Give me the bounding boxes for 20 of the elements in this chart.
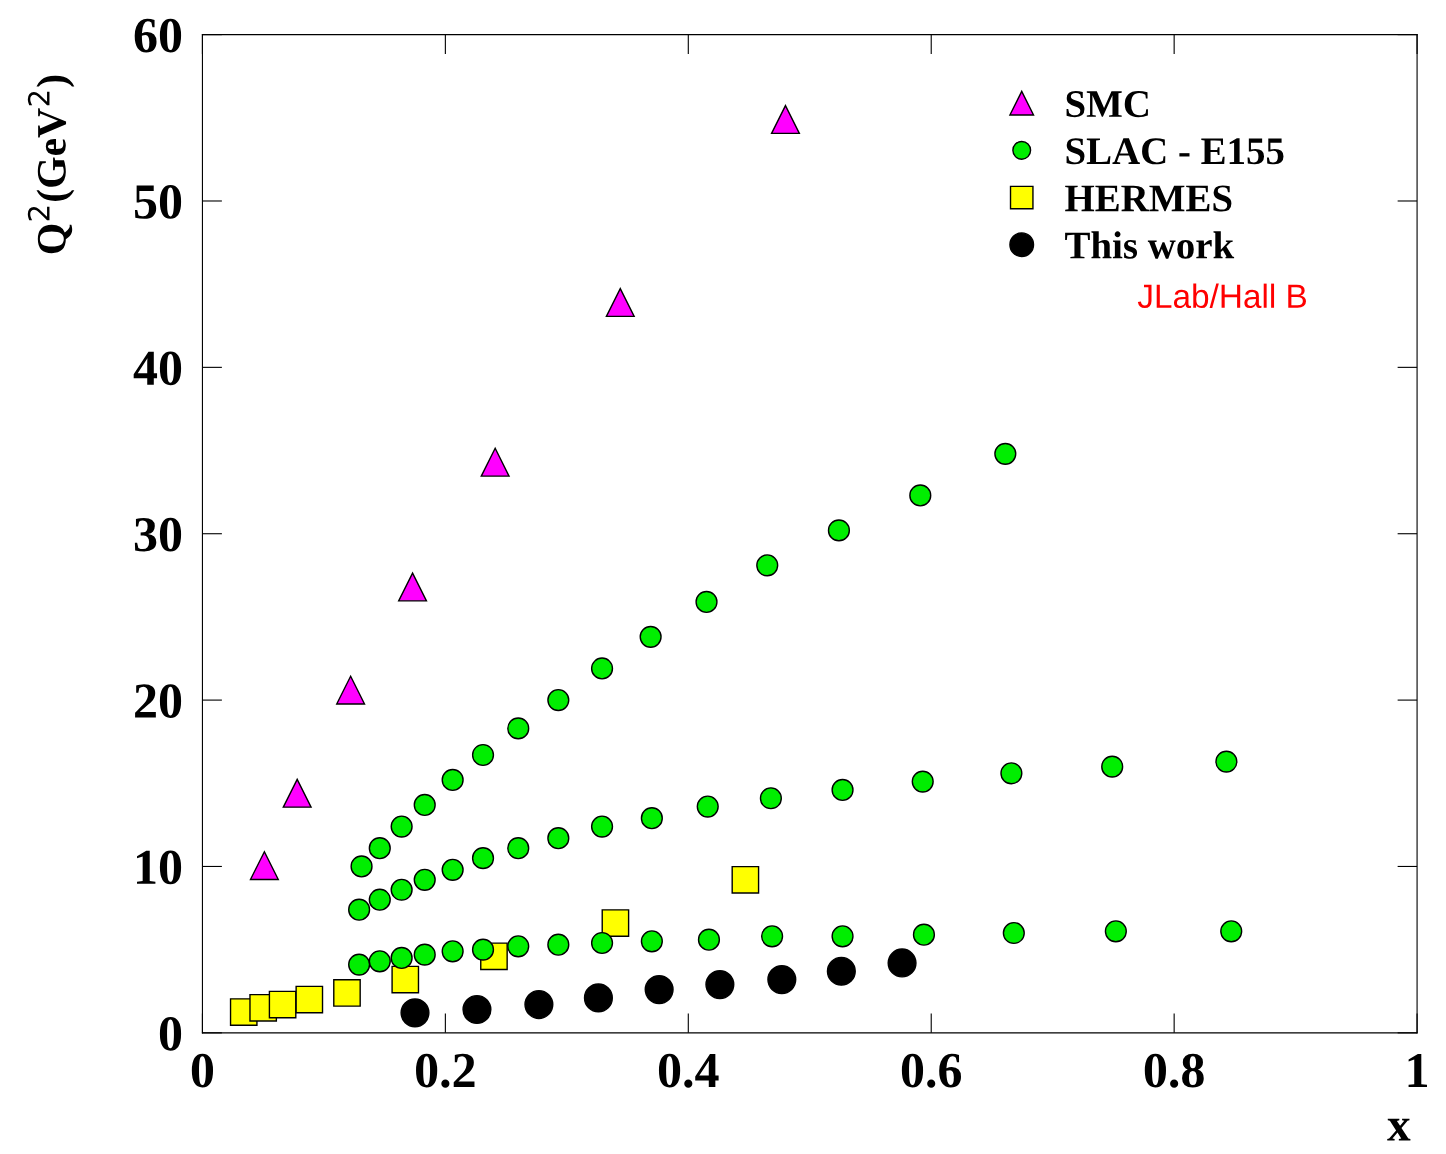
y-tick-label: 10 [137,850,182,885]
x-axis-title: x [1387,1118,1411,1141]
y-tick-label: 30 [134,517,182,552]
legend-label: SLAC - E155 [1066,138,1284,165]
y-tick-label: 40 [133,351,182,386]
x-tick-label: 0.6 [901,1053,962,1088]
x-tick-label: 0 [191,1053,214,1088]
y-tick-label: 50 [135,185,182,219]
legend-label: SMC [1066,91,1148,118]
x-tick-label: 0.4 [658,1053,719,1088]
legend-label: HERMES [1065,185,1232,212]
y-axis-title: Q$^{2}$(GeV$^{2}$) [27,75,75,254]
x-tick-label: 0.2 [416,1053,475,1088]
y-tick-label: 20 [135,684,182,718]
x-tick-label: 0.8 [1144,1053,1204,1088]
y-tick-label: 60 [134,18,182,53]
legend-label: This work [1065,231,1235,259]
y-tick-label: 0 [159,1016,182,1051]
x-tick-label: 1 [1408,1053,1427,1087]
annotation: JLab/Hall B [1137,283,1307,309]
